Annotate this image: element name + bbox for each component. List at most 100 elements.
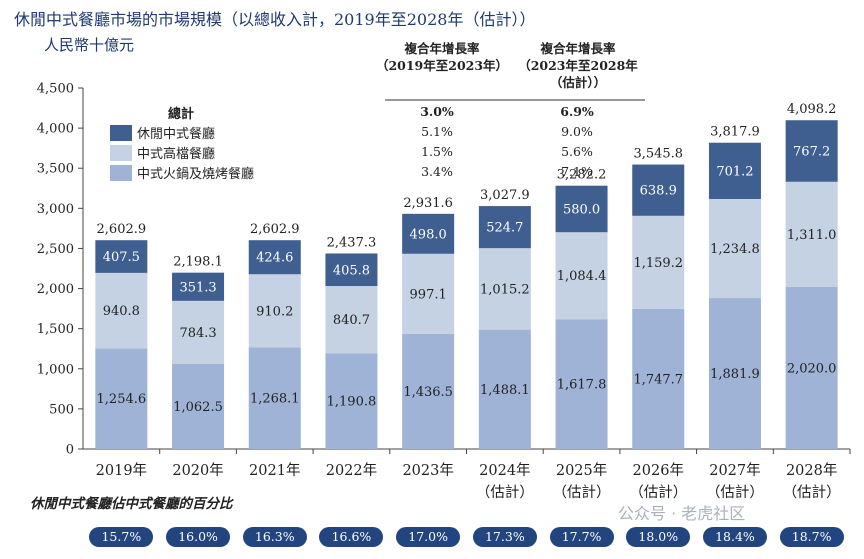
cagr-hotpot-2019-2023: 3.4% [421, 164, 453, 179]
bar-segment-casual [708, 142, 761, 199]
x-tick-label: 2021年 [249, 462, 300, 479]
share-pill: 17.3% [472, 527, 537, 547]
bar-segment-highend [95, 272, 148, 349]
total-label: 3,282.2 [557, 168, 607, 183]
data-label-hotpot: 1,881.9 [710, 367, 760, 382]
cagr-casual-2023-2028: 9.0% [561, 124, 593, 139]
bar-segment-highend [555, 232, 608, 320]
x-tick-label: 2020年 [172, 462, 223, 479]
data-label-casual: 405.8 [333, 263, 370, 278]
bar-segment-casual [785, 120, 838, 182]
data-label-casual: 767.2 [793, 145, 830, 160]
legend-swatch-highend [110, 144, 132, 161]
data-label-hotpot: 1,190.8 [327, 395, 377, 410]
x-tick-label-sub: （估計） [553, 484, 611, 501]
bar-segment-hotpot [555, 319, 608, 449]
legend-label-hotpot: 中式火鍋及燒烤餐廳 [137, 167, 255, 182]
bar-segment-hotpot [785, 286, 838, 449]
bar-segment-highend [248, 274, 301, 348]
data-label-highend: 1,015.2 [480, 282, 530, 297]
chart-title: 休閒中式餐廳市場的市場規模（以總收入計，2019年至2028年（估計）） [14, 10, 536, 29]
total-label: 2,602.9 [250, 222, 300, 237]
bar-segment-casual [95, 240, 148, 273]
x-tick-label: 2027年 [709, 462, 760, 479]
bar-segment-hotpot [708, 298, 761, 449]
data-label-highend: 1,159.2 [633, 256, 683, 271]
cagr-casual-2019-2023: 5.1% [421, 124, 453, 139]
data-label-casual: 424.6 [256, 251, 293, 266]
y-tick-label: 1,500 [37, 322, 74, 337]
cagr-hotpot-2023-2028: 7.1% [561, 164, 593, 179]
data-label-casual: 580.0 [563, 202, 600, 217]
bar-segment-casual [172, 272, 225, 301]
bar-segment-highend [708, 198, 761, 299]
data-label-casual: 498.0 [410, 227, 447, 242]
data-label-casual: 351.3 [179, 280, 216, 295]
cagr-total-2023-2028: 6.9% [560, 104, 594, 119]
share-title: 休閒中式餐廳佔中式餐廳的百分比 [30, 496, 233, 512]
x-tick-label-sub: （估計） [706, 484, 764, 501]
legend-item-casual: 休閒中式餐廳 [110, 123, 215, 142]
share-pill: 17.0% [396, 527, 461, 547]
watermark-text: 公众号 · 老虎社区 [618, 504, 746, 523]
x-tick-label-sub: （估計） [629, 484, 687, 501]
y-tick-label: 3,500 [37, 162, 74, 177]
total-label: 3,817.9 [710, 125, 760, 140]
total-label: 3,545.8 [633, 147, 683, 162]
bar-segment-highend [632, 215, 685, 309]
bar-segment-hotpot [248, 347, 301, 449]
bar-segment-casual [325, 253, 378, 287]
share-pill: 16.0% [166, 527, 231, 547]
x-tick-label: 2019年 [96, 462, 147, 479]
legend-item-hotpot: 中式火鍋及燒烤餐廳 [110, 163, 254, 182]
data-label-highend: 1,234.8 [710, 242, 760, 257]
cagr-header-2019-2023: 複合年增長率 （2019年至2023年） [375, 41, 509, 73]
bar-segment-casual [478, 206, 531, 249]
unit-label: 人民幣十億元 [44, 36, 135, 54]
cagr-highend-2019-2023: 1.5% [421, 144, 453, 159]
x-tick-label: 2022年 [326, 462, 377, 479]
y-tick-label: 1,000 [37, 362, 74, 377]
y-tick-label: 4,500 [37, 82, 74, 97]
data-label-casual: 524.7 [486, 221, 523, 236]
share-pill: 15.7% [89, 527, 154, 547]
x-tick-label: 2023年 [402, 462, 453, 479]
y-tick-label: 500 [49, 402, 74, 417]
data-label-casual: 701.2 [716, 164, 753, 179]
y-tick-label: 2,000 [37, 282, 74, 297]
share-pill: 17.7% [549, 527, 614, 547]
bar-segment-casual [555, 185, 608, 233]
share-pill: 18.4% [702, 527, 767, 547]
legend-label-highend: 中式高檔餐廳 [137, 147, 216, 162]
y-tick-label: 0 [66, 443, 74, 458]
bar-segment-highend [172, 300, 225, 364]
data-label-hotpot: 1,062.5 [173, 400, 223, 415]
data-label-hotpot: 1,254.6 [97, 392, 147, 407]
data-label-hotpot: 1,747.7 [633, 372, 683, 387]
y-tick-label: 3,000 [37, 202, 74, 217]
data-label-highend: 940.8 [103, 304, 140, 319]
data-label-hotpot: 1,436.5 [403, 385, 453, 400]
share-pill: 16.3% [242, 527, 307, 547]
x-tick-label: 2026年 [633, 462, 684, 479]
total-label: 2,437.3 [327, 235, 377, 250]
bar-segment-hotpot [478, 329, 531, 449]
bar-segment-highend [402, 253, 455, 334]
bar-segment-hotpot [172, 363, 225, 449]
data-label-highend: 840.7 [333, 313, 370, 328]
bar-segment-highend [785, 181, 838, 287]
bar-segment-hotpot [325, 353, 378, 449]
x-tick-label-sub: （估計） [476, 484, 534, 501]
legend-item-highend: 中式高檔餐廳 [110, 143, 215, 162]
y-tick-label: 2,500 [37, 242, 74, 257]
total-label: 2,602.9 [97, 222, 147, 237]
total-label: 4,098.2 [787, 102, 837, 117]
data-label-casual: 638.9 [640, 184, 677, 199]
data-label-hotpot: 2,020.0 [787, 361, 837, 376]
legend-label-casual: 休閒中式餐廳 [137, 127, 216, 142]
total-label: 2,198.1 [173, 255, 223, 270]
legend-swatch-casual [110, 124, 132, 141]
x-tick-label: 2028年 [786, 462, 837, 479]
y-tick-label: 4,000 [37, 122, 74, 137]
